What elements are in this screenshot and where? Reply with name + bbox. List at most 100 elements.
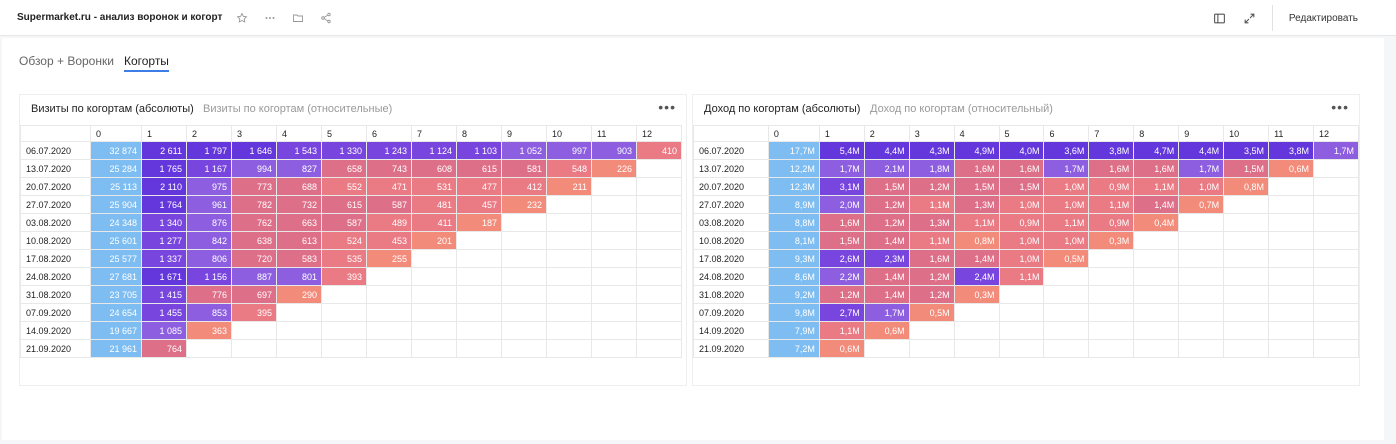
cohort-cell: 1,6M [953, 159, 1000, 178]
cohort-cell: 0,3M [1088, 231, 1135, 250]
cohort-cell: 19 667 [90, 321, 142, 340]
empty-cell [1088, 339, 1135, 358]
empty-cell [321, 339, 367, 358]
tab-cohorts[interactable]: Когорты [123, 54, 169, 72]
cohort-cell: 1,7M [1043, 159, 1090, 178]
cohort-cell: 1,2M [818, 285, 865, 304]
cohort-cell: 4,9M [953, 141, 1000, 160]
empty-cell [591, 321, 637, 340]
cohort-cell: 0,6M [818, 339, 865, 358]
cohort-cell: 1,4M [953, 249, 1000, 268]
empty-cell [1043, 339, 1090, 358]
share-icon[interactable] [318, 10, 334, 26]
cohort-cell: 457 [456, 195, 502, 214]
cohort-cell: 0,9M [1088, 213, 1135, 232]
empty-cell [546, 213, 592, 232]
cohort-cell: 0,6M [863, 321, 910, 340]
cohort-cell: 658 [321, 159, 367, 178]
empty-cell [591, 285, 637, 304]
cohort-cell: 1,1M [818, 321, 865, 340]
empty-cell [456, 339, 502, 358]
empty-cell [636, 249, 682, 268]
column-header: 5 [321, 125, 367, 142]
empty-cell [636, 285, 682, 304]
folder-icon[interactable] [290, 10, 306, 26]
cohort-cell: 615 [456, 159, 502, 178]
top-bar-actions: Редактировать [1212, 0, 1396, 36]
empty-cell [276, 339, 322, 358]
cohort-cell: 1 765 [141, 159, 187, 178]
table-row: 27.07.2020 25 904 1 764 961 782 732 615 587 481 4… [20, 195, 682, 214]
cohort-cell: 25 113 [90, 177, 142, 196]
cohort-cell: 410 [636, 141, 682, 160]
tab-overview-funnels[interactable]: Обзор + Воронки [19, 54, 114, 68]
cohort-cell: 2,3M [863, 249, 910, 268]
cohort-cell: 613 [276, 231, 322, 250]
cohort-cell: 1,7M [863, 303, 910, 322]
widget-tab-revenue-relative[interactable]: Доход по когортам (относительный) [870, 103, 1053, 115]
cohort-cell: 961 [186, 195, 232, 214]
table-row: 17.08.2020 25 577 1 337 806 720 583 535 255 [20, 249, 682, 268]
table-row: 14.09.2020 19 667 1 085 363 [20, 321, 682, 340]
cohort-cell: 4,3M [908, 141, 955, 160]
empty-cell [591, 213, 637, 232]
cohort-cell: 1,1M [998, 267, 1045, 286]
empty-cell [953, 339, 1000, 358]
empty-cell [1268, 267, 1314, 286]
empty-cell [501, 231, 547, 250]
cohort-cell: 1,0M [1178, 177, 1225, 196]
empty-cell [1312, 303, 1360, 322]
empty-cell [1268, 249, 1314, 268]
table-row: 07.09.2020 24 654 1 455 853 395 [20, 303, 682, 322]
cohort-cell: 842 [186, 231, 232, 250]
header-corner [693, 125, 769, 142]
empty-cell [546, 339, 592, 358]
cohort-date: 31.08.2020 [20, 285, 91, 304]
empty-cell [1312, 321, 1360, 340]
empty-cell [1223, 267, 1270, 286]
fullscreen-icon[interactable] [1242, 10, 1258, 26]
widget-tab-revenue-absolute[interactable]: Доход по когортам (абсолюты) [704, 103, 861, 115]
cohort-cell: 1,2M [908, 285, 955, 304]
cohort-cell: 535 [321, 249, 367, 268]
column-header: 0 [767, 125, 820, 142]
widget-menu-icon[interactable]: ••• [1331, 99, 1349, 115]
cohort-cell: 1 124 [411, 141, 457, 160]
empty-cell [321, 303, 367, 322]
star-icon[interactable] [234, 10, 250, 26]
cohort-cell: 489 [366, 213, 412, 232]
cohort-cell: 1,0M [1043, 177, 1090, 196]
cohort-cell: 1,2M [908, 177, 955, 196]
widget-tab-visits-absolute[interactable]: Визиты по когортам (абсолюты) [31, 103, 194, 115]
empty-cell [591, 177, 637, 196]
cohort-cell: 548 [546, 159, 592, 178]
cohort-cell: 0,3M [953, 285, 1000, 304]
empty-cell [1312, 159, 1360, 178]
cohort-cell: 997 [546, 141, 592, 160]
empty-cell [1088, 285, 1135, 304]
edit-button[interactable]: Редактировать [1288, 12, 1358, 24]
empty-cell [998, 285, 1045, 304]
cohort-date: 06.07.2020 [20, 141, 91, 160]
empty-cell [1088, 249, 1135, 268]
empty-cell [908, 321, 955, 340]
more-icon[interactable] [262, 10, 278, 26]
sidebar-toggle-icon[interactable] [1212, 10, 1228, 26]
cohort-cell: 2,4M [953, 267, 1000, 286]
column-header: 1 [141, 125, 187, 142]
column-header: 8 [1133, 125, 1180, 142]
cohort-cell: 187 [456, 213, 502, 232]
widget-menu-icon[interactable]: ••• [658, 99, 676, 115]
column-header: 5 [998, 125, 1045, 142]
cohort-date: 24.08.2020 [693, 267, 769, 286]
cohort-cell: 1,2M [863, 213, 910, 232]
empty-cell [1043, 267, 1090, 286]
cohort-cell: 0,5M [908, 303, 955, 322]
cohort-cell: 12,3M [767, 177, 820, 196]
widget-tab-visits-relative[interactable]: Визиты по когортам (относительные) [203, 103, 393, 115]
table-row: 17.08.2020 9,3M 2,6M 2,3M 1,6M 1,4M 1,0M 0,5M [693, 249, 1360, 268]
cohort-cell: 1,1M [908, 195, 955, 214]
cohort-cell: 1 797 [186, 141, 232, 160]
empty-cell [998, 339, 1045, 358]
cohort-cell: 25 577 [90, 249, 142, 268]
